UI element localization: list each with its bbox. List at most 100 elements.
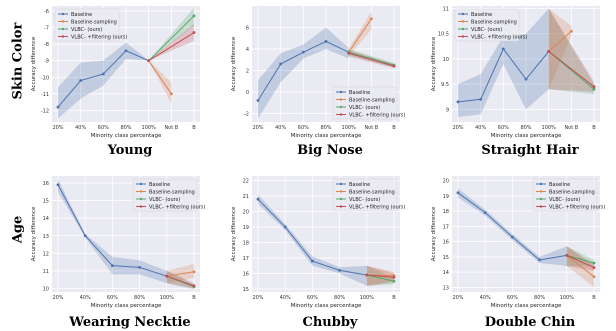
x-tick-label: B bbox=[392, 295, 396, 301]
series-line-vlbc-filtering-ours bbox=[148, 32, 195, 62]
x-tick-label: 80% bbox=[134, 295, 145, 301]
y-tick-label: 18 bbox=[443, 209, 449, 215]
data-point-vlbc-filtering-ours bbox=[592, 266, 596, 269]
x-tick-label: Not B bbox=[364, 125, 378, 131]
chart-panel-5: 15 16 17 18 19 20 21 22 20% 40% 60% 80% 100% B Minorit… bbox=[231, 176, 405, 309]
legend-entry-vlbc-filtering-ours: VLBC- +filtering (ours) bbox=[349, 112, 405, 118]
legend-entry-vlbc-filtering-ours: VLBC- +filtering (ours) bbox=[349, 204, 405, 210]
series-line-vlbc-filtering-ours bbox=[366, 274, 395, 278]
y-tick-label: 14 bbox=[43, 216, 49, 222]
series-line-baseline-sampling bbox=[166, 271, 195, 277]
y-tick-label: -2 bbox=[244, 111, 249, 117]
x-tick-label: B bbox=[392, 125, 396, 131]
x-tick-label: 100% bbox=[542, 125, 557, 131]
x-axis-label: Minority class percentage bbox=[291, 303, 362, 309]
x-tick-label: 100% bbox=[160, 295, 175, 301]
legend-entry-vlbc-filtering-ours: VLBC- +filtering (ours) bbox=[471, 34, 527, 40]
legend-entry-baseline-sampling: Baseline-sampling bbox=[349, 97, 395, 103]
chart-panel-1: -12 -11 -10 -9 -8 -7 -6 20% 40% 60% 80% 100% Not B B M… bbox=[31, 6, 200, 139]
y-tick-label: 10 bbox=[43, 286, 49, 292]
series-line-vlbc-filtering-ours bbox=[566, 254, 595, 269]
x-tick-label: 80% bbox=[520, 125, 531, 131]
y-tick-label: -6 bbox=[44, 9, 49, 15]
data-point-baseline bbox=[456, 191, 460, 195]
data-point-vlbc-ours bbox=[392, 279, 396, 283]
x-tick-label: 40% bbox=[80, 295, 91, 301]
x-tick-label: 40% bbox=[75, 125, 86, 131]
x-tick-label: 20% bbox=[452, 125, 463, 131]
y-tick-label: -9 bbox=[44, 59, 49, 65]
legend-marker-baseline-sampling bbox=[339, 98, 343, 101]
caption-young: Young bbox=[107, 143, 153, 158]
legend-entry-baseline-sampling: Baseline-sampling bbox=[549, 189, 595, 195]
y-tick-label: 13 bbox=[443, 285, 449, 291]
data-point-baseline bbox=[79, 79, 83, 82]
data-point-baseline bbox=[101, 72, 105, 76]
y-tick-label: 20 bbox=[243, 210, 249, 216]
legend-marker-baseline bbox=[339, 182, 343, 186]
legend-marker-vlbc-ours bbox=[461, 27, 465, 31]
legend-entry-baseline: Baseline bbox=[549, 182, 570, 188]
series-line-baseline-sampling bbox=[348, 18, 372, 53]
x-tick-label: 20% bbox=[52, 295, 63, 301]
caption-chubby: Chubby bbox=[302, 315, 358, 330]
data-point-baseline-sampling bbox=[169, 92, 173, 96]
x-tick-label: 60% bbox=[298, 125, 309, 131]
legend-marker-baseline bbox=[461, 12, 465, 16]
x-axis-label: Minority class percentage bbox=[291, 133, 362, 139]
chart-panel-4: 10 11 12 13 14 15 16 20% 40% 60% 80% 100% B Minority … bbox=[31, 176, 205, 309]
series-line-vlbc-filtering-ours bbox=[166, 275, 195, 287]
band-vlbc-filtering-ours bbox=[148, 24, 194, 61]
x-tick-label: Not B bbox=[164, 125, 178, 131]
legend-entry-vlbc-filtering-ours: VLBC- +filtering (ours) bbox=[71, 34, 127, 40]
band-vlbc-filtering-ours bbox=[548, 8, 594, 92]
y-tick-label: 11 bbox=[443, 7, 449, 13]
legend-marker-vlbc-filtering-ours bbox=[339, 113, 343, 116]
band-baseline-sampling bbox=[566, 246, 594, 288]
caption-big-nose: Big Nose bbox=[297, 143, 363, 158]
y-axis-label: Accuracy difference bbox=[231, 36, 237, 91]
data-point-baseline bbox=[256, 99, 260, 102]
y-tick-label: -12 bbox=[41, 108, 49, 114]
x-tick-label: B bbox=[192, 125, 196, 131]
legend-entry-vlbc-ours: VLBC- (ours) bbox=[149, 197, 180, 203]
legend-marker-vlbc-ours bbox=[61, 27, 65, 31]
y-tick-label: 16 bbox=[243, 271, 249, 277]
data-point-baseline bbox=[256, 197, 260, 201]
data-point-vlbc-filtering-ours bbox=[547, 49, 551, 53]
row-label-age: Age bbox=[10, 215, 26, 244]
legend-entry-vlbc-filtering-ours: VLBC- +filtering (ours) bbox=[549, 204, 605, 210]
data-point-baseline bbox=[311, 259, 314, 263]
x-tick-label: 40% bbox=[475, 125, 486, 131]
data-point-vlbc-filtering-ours bbox=[392, 275, 396, 279]
y-tick-label: 19 bbox=[443, 194, 449, 200]
y-tick-label: 17 bbox=[243, 256, 249, 262]
data-point-vlbc-filtering-ours bbox=[347, 51, 351, 55]
y-axis-label: Accuracy difference bbox=[431, 206, 437, 261]
series-line-vlbc-ours bbox=[566, 254, 595, 264]
data-point-baseline-sampling bbox=[369, 17, 373, 21]
y-axis-label: Accuracy difference bbox=[431, 36, 437, 91]
y-tick-label: -8 bbox=[44, 42, 49, 48]
band-vlbc-filtering-ours bbox=[348, 50, 394, 69]
x-tick-label: B bbox=[592, 125, 596, 131]
legend-entry-vlbc-filtering-ours: VLBC- +filtering (ours) bbox=[149, 204, 205, 210]
data-point-baseline-sampling bbox=[592, 275, 596, 279]
series-line-vlbc-filtering-ours bbox=[348, 52, 395, 67]
y-tick-label: 0 bbox=[246, 90, 249, 96]
data-point-baseline bbox=[138, 265, 142, 269]
x-tick-label: 40% bbox=[275, 125, 286, 131]
legend-marker-baseline bbox=[339, 90, 343, 94]
data-point-vlbc-ours bbox=[592, 261, 596, 265]
caption-double-chin: Double Chin bbox=[484, 315, 576, 330]
x-tick-label: 20% bbox=[252, 125, 263, 131]
data-point-baseline bbox=[124, 49, 128, 53]
data-point-baseline-sampling bbox=[192, 270, 196, 274]
legend-entry-baseline-sampling: Baseline-sampling bbox=[71, 19, 117, 25]
legend-marker-vlbc-ours bbox=[339, 197, 343, 201]
data-point-baseline bbox=[524, 77, 528, 81]
legend-marker-vlbc-filtering-ours bbox=[539, 205, 543, 208]
band-baseline bbox=[258, 27, 349, 119]
